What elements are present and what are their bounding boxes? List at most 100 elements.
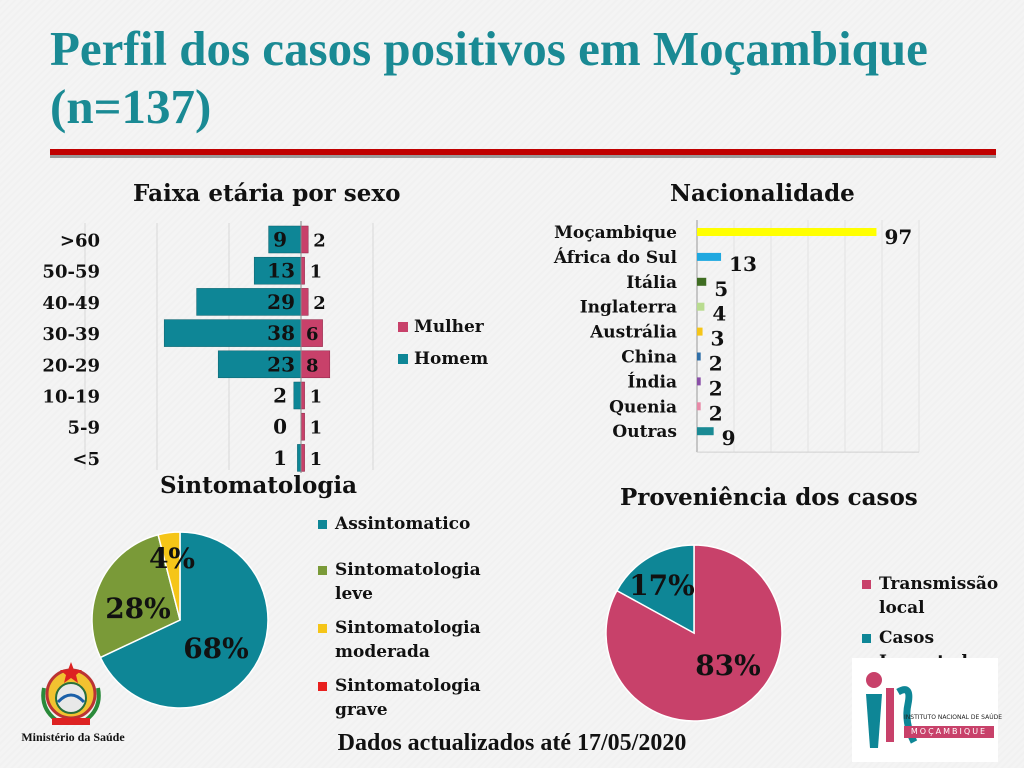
nat-bar [697,377,701,386]
age-category-label: 5-9 [67,418,100,439]
nat-bar [697,427,714,436]
age-bar-mulher [300,350,331,379]
age-bar-homem [163,319,302,347]
age-value-label-homem: 1 [273,446,287,470]
nat-bar [697,327,703,336]
age-value-label-mulher: 1 [310,418,323,439]
origin-pie-chart: 83% 17% [605,544,783,722]
symptom-chart-title: Sintomatologia [160,472,358,499]
page-title: Perfil dos casos positivos em Moçambique… [50,20,1000,136]
nat-category-label: Quenia [609,397,677,417]
age-value-label-homem: 13 [267,259,295,283]
prov-legend-label: Transmissão local [879,574,999,618]
age-bar-homem [268,225,302,254]
age-category-label: 10-19 [42,387,100,408]
age-bar-mulher [300,444,305,472]
age-value-label-homem: 29 [267,290,295,314]
page-title-line1: Perfil dos casos positivos em Moçambique [50,21,928,76]
sint-legend-item: Assintomatico [318,512,498,536]
age-legend-swatch [398,354,408,364]
sint-legend-swatch [318,624,327,633]
age-value-label-mulher: 1 [310,449,323,470]
sint-legend-label: Sintomatologia grave [335,676,481,720]
age-value-label-mulher: 2 [313,293,326,314]
prov-slice [615,544,695,635]
sint-legend-swatch [318,682,327,691]
age-value-label-mulher: 1 [310,262,323,283]
sint-slice [157,531,181,621]
age-bar-homem [253,256,302,285]
prov-legend-swatch [862,580,871,589]
nat-value-label: 4 [712,302,726,326]
age-bar-homem [196,288,302,316]
ins-logo-text: INSTITUTO NACIONAL DE SAÚDE [904,714,1003,721]
sint-legend-label: Sintomatologia moderada [335,618,481,662]
age-category-label: <5 [72,449,100,470]
age-category-label: 30-39 [42,324,100,345]
nat-category-label: China [621,348,677,368]
nationality-chart-title: Nacionalidade [670,180,855,207]
page-title-line2: (n=137) [50,79,212,134]
nat-category-label: Inglaterra [580,298,677,318]
age-category-label: 50-59 [42,262,100,283]
age-legend-label-homem: Homem [414,349,488,369]
title-rule-shadow [50,155,996,158]
age-value-label-mulher: 8 [306,355,319,376]
age-bar-mulher [300,288,309,316]
nat-value-label: 9 [722,426,736,450]
age-legend-label-mulher: Mulher [414,317,485,337]
nat-bar [697,277,707,286]
nat-category-label: África do Sul [553,247,678,268]
age-category-label: >60 [60,231,100,252]
age-bar-homem [293,381,302,410]
ins-logo: INSTITUTO NACIONAL DE SAÚDE MOÇAMBIQUE [852,658,1002,762]
footer-update-date: Dados actualizados até 17/05/2020 [337,730,687,756]
age-bar-mulher [300,256,305,285]
age-category-label: 20-29 [42,355,100,376]
nat-category-label: Austrália [589,323,677,343]
age-value-label-mulher: 6 [306,324,319,345]
nationality-bar-chart: Moçambique 97 África do Sul 13 Itália 5 Inglat… [553,220,920,453]
age-bar-mulher [300,412,305,441]
age-bar-homem [297,444,302,472]
nat-category-label: Moçambique [554,223,677,243]
nat-value-label: 2 [709,401,723,425]
ministry-label: Ministério da Saúde [21,730,125,744]
prov-value-label: 17% [629,569,695,602]
symptom-legend: Assintomatico Sintomatologia leve Sintomat… [318,512,498,732]
title-rule [50,149,996,155]
sint-legend-label: Sintomatologia leve [335,560,481,604]
nat-category-label: Índia [627,371,677,392]
ins-logo-band: MOÇAMBIQUE [904,726,994,738]
nat-value-label: 2 [709,352,723,376]
age-bar-mulher [300,381,305,410]
nat-value-label: 3 [711,327,725,351]
sint-value-label: 4% [149,542,195,575]
age-value-label-mulher: 2 [313,231,326,252]
sint-legend-swatch [318,566,327,575]
prov-legend-item: Transmissão local [862,572,1012,620]
nat-bar [697,252,722,261]
prov-legend-swatch [862,634,871,643]
age-value-label-homem: 23 [267,352,295,376]
age-chart-title: Faixa etária por sexo [133,180,401,207]
age-bar-homem [217,350,302,379]
nat-bar [697,402,701,411]
age-legend-swatch [398,322,408,332]
age-category-label: 40-49 [42,293,100,314]
sint-value-label: 28% [105,592,171,625]
nat-bar [697,352,701,361]
sint-legend-item: Sintomatologia moderada [318,616,498,664]
age-value-label-mulher: 1 [310,387,323,408]
nat-bar [697,302,705,311]
nat-value-label: 5 [714,277,728,301]
origin-chart-title: Proveniência dos casos [620,484,918,511]
nat-category-label: Outras [612,422,677,442]
age-bar-mulher [300,225,309,254]
mozambique-emblem-icon [41,662,101,725]
age-value-label-homem: 38 [267,321,295,345]
nat-category-label: Itália [626,273,677,293]
age-value-label-homem: 2 [273,384,287,408]
symptom-pie-chart: 68% 28% 4% [91,531,269,709]
nat-bar [697,228,877,236]
